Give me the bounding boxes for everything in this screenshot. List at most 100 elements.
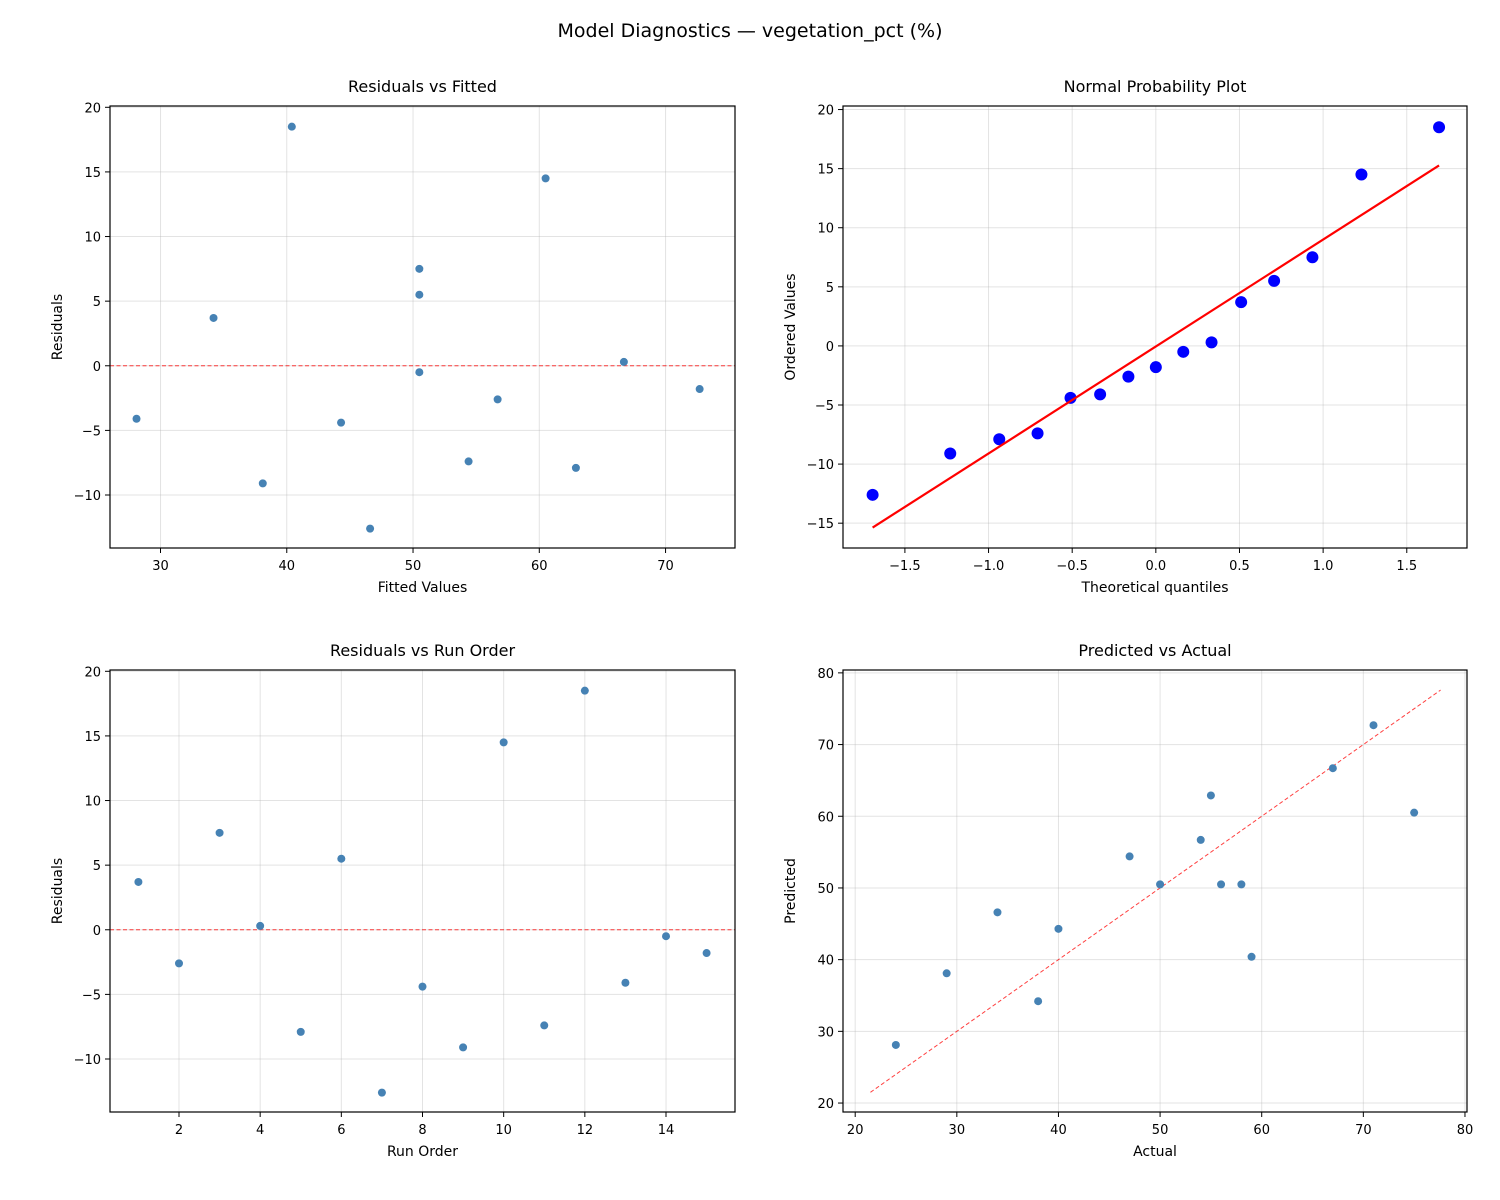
x-tick-label: 2 bbox=[175, 1123, 183, 1138]
data-point bbox=[1149, 361, 1162, 374]
y-tick-label: 20 bbox=[817, 104, 834, 119]
y-tick-label: 40 bbox=[817, 954, 834, 969]
data-point bbox=[1156, 880, 1165, 889]
data-point bbox=[702, 949, 711, 958]
y-tick-label: −10 bbox=[74, 489, 101, 504]
x-tick-label: 30 bbox=[152, 559, 169, 574]
data-point bbox=[366, 524, 375, 533]
y-axis-label: Residuals bbox=[50, 858, 66, 924]
data-point bbox=[1125, 852, 1134, 861]
predicted-vs-actual-panel: 20 30 40 50 60 70 80 20 30 40 50 60 70 80 Predicted vs… bbox=[783, 641, 1473, 1160]
y-tick-label: 15 bbox=[84, 730, 101, 745]
data-point bbox=[174, 959, 183, 968]
x-tick-label: 40 bbox=[1050, 1123, 1067, 1138]
data-point bbox=[132, 414, 141, 423]
data-point bbox=[1247, 952, 1256, 961]
y-tick-label: 10 bbox=[817, 222, 834, 237]
data-point bbox=[418, 982, 427, 991]
data-point bbox=[993, 908, 1002, 917]
fit-line bbox=[872, 164, 1440, 529]
y-tick-label: 15 bbox=[84, 166, 101, 181]
data-point bbox=[296, 1027, 305, 1036]
data-point bbox=[464, 457, 473, 466]
axes-frame bbox=[842, 105, 1468, 549]
x-tick-label: 40 bbox=[278, 559, 295, 574]
data-point bbox=[942, 969, 951, 978]
x-axis-label: Fitted Values bbox=[378, 580, 468, 596]
x-tick-label: 0.5 bbox=[1229, 559, 1250, 574]
axes-frame bbox=[109, 105, 736, 549]
data-point bbox=[1217, 880, 1226, 889]
subplot-title: Residuals vs Run Order bbox=[330, 641, 516, 660]
reference-line bbox=[870, 689, 1441, 1093]
data-point bbox=[415, 368, 424, 377]
x-tick-label: 50 bbox=[405, 559, 422, 574]
y-tick-label: −10 bbox=[74, 1053, 101, 1068]
data-point bbox=[258, 479, 267, 488]
data-point bbox=[993, 433, 1006, 446]
data-point bbox=[1355, 168, 1368, 181]
y-tick-label: −10 bbox=[807, 458, 834, 473]
x-tick-label: 50 bbox=[1152, 1123, 1169, 1138]
data-point bbox=[459, 1043, 468, 1052]
x-tick-label: 30 bbox=[949, 1123, 966, 1138]
data-point bbox=[891, 1040, 900, 1049]
y-tick-label: 15 bbox=[817, 163, 834, 178]
subplot-title: Normal Probability Plot bbox=[1064, 77, 1247, 96]
subplot-title: Predicted vs Actual bbox=[1078, 641, 1231, 660]
data-point bbox=[695, 385, 704, 394]
data-point bbox=[1328, 764, 1337, 773]
residuals-vs-run-order-panel: 2 4 6 8 10 12 14 −10 −5 0 5 10 15 20 Residuals vs Run … bbox=[50, 641, 736, 1160]
y-tick-label: 10 bbox=[84, 231, 101, 246]
y-tick-label: 5 bbox=[93, 295, 101, 310]
x-tick-label: 4 bbox=[256, 1123, 264, 1138]
y-tick-label: 20 bbox=[817, 1097, 834, 1112]
x-axis-label: Actual bbox=[1133, 1144, 1177, 1160]
data-point bbox=[215, 828, 224, 837]
data-point bbox=[415, 264, 424, 273]
x-tick-label: −1.5 bbox=[889, 559, 921, 574]
y-tick-label: 80 bbox=[817, 667, 834, 682]
y-tick-label: 5 bbox=[93, 859, 101, 874]
data-point bbox=[415, 290, 424, 299]
data-point bbox=[571, 463, 580, 472]
x-tick-label: 1.5 bbox=[1396, 559, 1417, 574]
x-tick-label: 60 bbox=[1253, 1123, 1270, 1138]
data-point bbox=[1235, 296, 1248, 309]
y-tick-label: 10 bbox=[84, 795, 101, 810]
data-point bbox=[540, 1021, 549, 1030]
x-tick-label: 1.0 bbox=[1313, 559, 1334, 574]
x-tick-label: 6 bbox=[337, 1123, 345, 1138]
normal-probability-panel: −1.5 −1.0 −0.5 0.0 0.5 1.0 1.5 −15 −10 −5 0 5 10 15 20… bbox=[783, 77, 1468, 596]
data-point bbox=[541, 174, 550, 183]
data-point bbox=[377, 1088, 386, 1097]
data-point bbox=[1031, 427, 1044, 440]
x-tick-label: 0.0 bbox=[1145, 559, 1166, 574]
y-axis-label: Predicted bbox=[783, 858, 799, 924]
x-tick-label: 8 bbox=[418, 1123, 426, 1138]
subplot-title: Residuals vs Fitted bbox=[348, 77, 497, 96]
y-tick-label: 60 bbox=[817, 810, 834, 825]
y-tick-label: −5 bbox=[82, 988, 101, 1003]
y-axis-label: Ordered Values bbox=[783, 273, 799, 380]
figure-title: Model Diagnostics — vegetation_pct (%) bbox=[557, 20, 943, 42]
data-point bbox=[209, 313, 218, 322]
data-point bbox=[944, 447, 957, 460]
data-point bbox=[1064, 391, 1077, 404]
data-point bbox=[1177, 345, 1190, 358]
data-point bbox=[1206, 791, 1215, 800]
data-point bbox=[621, 978, 630, 987]
y-tick-label: 0 bbox=[93, 924, 101, 939]
y-tick-label: 0 bbox=[93, 360, 101, 375]
y-tick-label: 30 bbox=[817, 1025, 834, 1040]
data-point bbox=[256, 921, 265, 930]
data-point bbox=[1094, 388, 1107, 401]
x-tick-label: 12 bbox=[577, 1123, 594, 1138]
y-tick-label: 20 bbox=[84, 101, 101, 116]
data-point bbox=[499, 738, 508, 747]
data-point bbox=[1433, 121, 1446, 134]
data-point bbox=[337, 854, 346, 863]
data-point bbox=[1054, 924, 1063, 933]
data-point bbox=[580, 686, 589, 695]
data-point bbox=[662, 932, 671, 941]
